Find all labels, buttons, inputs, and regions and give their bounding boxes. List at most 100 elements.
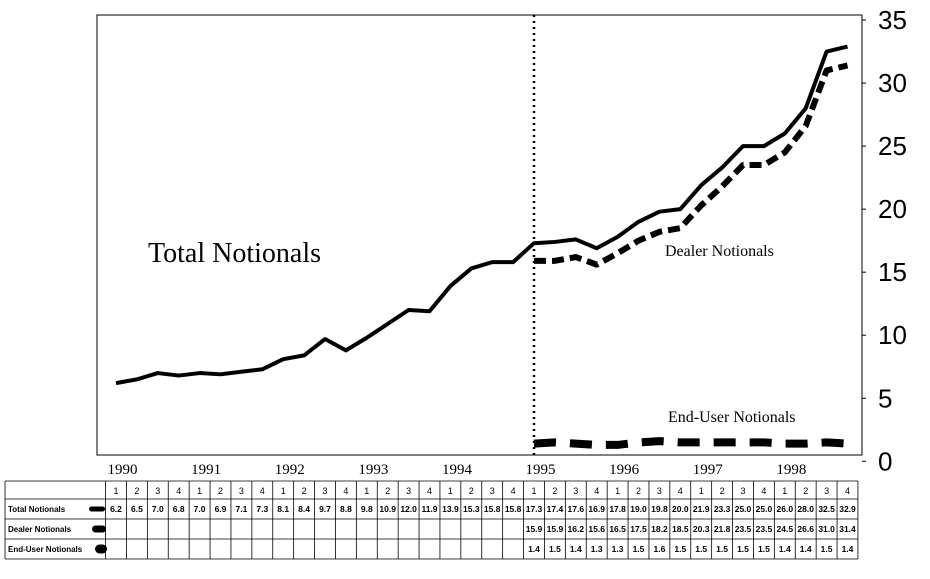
table-value: 15.6 <box>588 524 605 534</box>
quarter-label: 1 <box>615 486 620 496</box>
table-value: 1.4 <box>779 544 791 554</box>
table-value: 15.9 <box>547 524 564 534</box>
year-label: 1992 <box>275 462 305 478</box>
table-value: 20.3 <box>693 524 710 534</box>
table-value: 11.9 <box>421 504 437 514</box>
quarter-label: 1 <box>197 486 202 496</box>
table-value: 31.4 <box>839 524 856 534</box>
quarter-label: 2 <box>385 486 390 496</box>
table-value: 7.1 <box>235 504 247 514</box>
table-value: 17.5 <box>630 524 647 534</box>
legend-label: Dealer Notionals <box>8 525 72 534</box>
year-label: 1995 <box>526 462 556 478</box>
legend-label: Total Notionals <box>8 505 66 514</box>
quarter-label: 1 <box>782 486 787 496</box>
table-value: 32.9 <box>839 504 856 514</box>
table-value: 9.8 <box>361 504 373 514</box>
quarter-label: 4 <box>427 486 432 496</box>
y-tick-label: 20 <box>878 194 907 224</box>
table-value: 28.0 <box>797 504 814 514</box>
table-value: 1.5 <box>716 544 728 554</box>
table-value: 7.0 <box>152 504 164 514</box>
table-value: 15.8 <box>484 504 501 514</box>
table-value: 1.4 <box>570 544 582 554</box>
table-value: 21.8 <box>714 524 731 534</box>
table-value: 1.5 <box>758 544 770 554</box>
table-value: 1.4 <box>528 544 540 554</box>
table-value: 1.4 <box>842 544 854 554</box>
table-value: 7.3 <box>256 504 268 514</box>
table-value: 20.0 <box>672 504 689 514</box>
table-value: 23.3 <box>714 504 731 514</box>
quarter-label: 3 <box>155 486 160 496</box>
table-value: 17.3 <box>526 504 543 514</box>
table-value: 24.5 <box>777 524 794 534</box>
table-value: 17.4 <box>547 504 564 514</box>
quarter-label: 4 <box>761 486 766 496</box>
legend-label: End-User Notionals <box>8 545 83 554</box>
table-value: 17.8 <box>609 504 626 514</box>
quarter-label: 1 <box>113 486 118 496</box>
table-value: 13.9 <box>442 504 459 514</box>
quarter-label: 4 <box>260 486 265 496</box>
annotation: End-User Notionals <box>668 409 796 426</box>
quarter-label: 3 <box>239 486 244 496</box>
table-value: 1.3 <box>591 544 603 554</box>
quarter-label: 2 <box>218 486 223 496</box>
quarter-label: 2 <box>720 486 725 496</box>
table-value: 17.6 <box>568 504 585 514</box>
year-label: 1993 <box>358 462 388 478</box>
series-line <box>533 437 848 449</box>
table-value: 16.5 <box>609 524 626 534</box>
quarter-label: 1 <box>281 486 286 496</box>
quarter-label: 3 <box>322 486 327 496</box>
quarter-label: 3 <box>740 486 745 496</box>
quarter-label: 4 <box>678 486 683 496</box>
quarter-label: 2 <box>302 486 307 496</box>
quarter-label: 3 <box>406 486 411 496</box>
series-line <box>534 62 849 268</box>
table-value: 6.8 <box>173 504 185 514</box>
table-value: 1.3 <box>612 544 624 554</box>
table-value: 18.2 <box>651 524 668 534</box>
quarter-label: 4 <box>511 486 516 496</box>
table-value: 15.3 <box>463 504 480 514</box>
table-value: 26.6 <box>797 524 814 534</box>
table-value: 32.5 <box>818 504 835 514</box>
quarter-label: 4 <box>176 486 181 496</box>
table-value: 1.5 <box>633 544 645 554</box>
quarter-label: 4 <box>343 486 348 496</box>
table-value: 10.9 <box>379 504 396 514</box>
table-value: 6.9 <box>215 504 227 514</box>
table-value: 25.0 <box>735 504 752 514</box>
table-value: 31.0 <box>818 524 835 534</box>
year-label: 1994 <box>442 462 473 478</box>
table-value: 1.5 <box>549 544 561 554</box>
table-value: 1.5 <box>821 544 833 554</box>
table-value: 1.5 <box>737 544 749 554</box>
quarter-label: 2 <box>636 486 641 496</box>
table-value: 25.0 <box>756 504 773 514</box>
table-value: 1.6 <box>653 544 665 554</box>
table-value: 16.9 <box>588 504 605 514</box>
table-value: 18.5 <box>672 524 689 534</box>
y-tick-label: 25 <box>878 131 907 161</box>
table-value: 15.8 <box>505 504 522 514</box>
table-value: 26.0 <box>777 504 794 514</box>
year-label: 1990 <box>108 462 138 478</box>
quarter-label: 2 <box>469 486 474 496</box>
table-value: 1.4 <box>800 544 812 554</box>
quarter-label: 1 <box>448 486 453 496</box>
quarter-label: 1 <box>364 486 369 496</box>
y-tick-label: 35 <box>878 5 907 35</box>
table-value: 19.8 <box>651 504 668 514</box>
series-line <box>115 44 848 386</box>
year-label: 1991 <box>191 462 221 478</box>
table-value: 16.2 <box>568 524 585 534</box>
quarter-label: 1 <box>699 486 704 496</box>
year-label: 1996 <box>609 462 640 478</box>
table-value: 23.5 <box>756 524 773 534</box>
quarter-label: 2 <box>134 486 139 496</box>
year-label: 1997 <box>693 462 724 478</box>
